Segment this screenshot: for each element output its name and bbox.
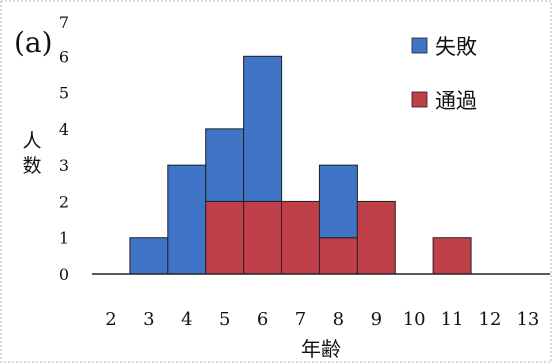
bar-pass-age-5 [205,200,245,275]
bar-failure-age-5 [205,128,245,202]
x-tick-label-7: 7 [295,309,306,330]
legend-label-pass: 通過 [435,89,477,113]
x-tick-label-11: 11 [441,309,464,330]
y-axis-label-char-2: 数 [22,155,41,177]
x-tick-label-2: 2 [105,309,116,330]
bar-failure-age-3 [129,237,169,275]
x-tick-label-10: 10 [403,309,426,330]
x-tick-label-12: 12 [479,309,502,330]
bar-pass-age-9 [356,200,396,275]
legend-label-failure: 失敗 [435,35,477,59]
bar-pass-age-11 [432,237,472,275]
x-axis-label: 年齢 [301,337,341,361]
x-tick-label-4: 4 [181,309,192,330]
legend-swatch-failure [411,37,428,54]
bars [129,55,472,275]
bar-pass-age-8 [318,237,358,275]
y-tick-label-4: 4 [59,120,69,139]
bar-failure-age-6 [243,55,283,202]
y-axis-label-char-1: 人 [22,130,41,152]
x-tick-label-5: 5 [219,309,230,330]
y-tick-label-7: 7 [59,13,69,32]
bar-failure-age-8 [318,164,358,239]
x-tick-label-9: 9 [371,309,382,330]
x-tick-label-13: 13 [516,309,539,330]
y-tick-label-2: 2 [59,192,69,211]
bar-pass-age-6 [243,200,283,275]
x-tick-label-8: 8 [333,309,344,330]
x-axis-ticks: 2 3 4 5 6 7 8 9 10 11 12 13 [105,309,539,330]
bar-pass-age-7 [281,200,320,275]
y-axis-label: 人 数 [22,130,41,177]
x-tick-label-6: 6 [257,309,268,330]
bar-failure-age-4 [167,164,207,275]
legend-swatch-pass [411,91,428,108]
y-tick-label-5: 5 [59,84,69,103]
y-tick-label-0: 0 [59,265,69,284]
y-axis-ticks: 0 1 2 3 4 5 6 7 [59,13,69,284]
y-tick-label-3: 3 [59,156,69,175]
panel-label: (a) [14,26,53,59]
x-tick-label-3: 3 [143,309,154,330]
y-tick-label-6: 6 [59,47,69,66]
y-tick-label-1: 1 [59,229,69,248]
legend: 失敗 通過 [411,35,477,113]
